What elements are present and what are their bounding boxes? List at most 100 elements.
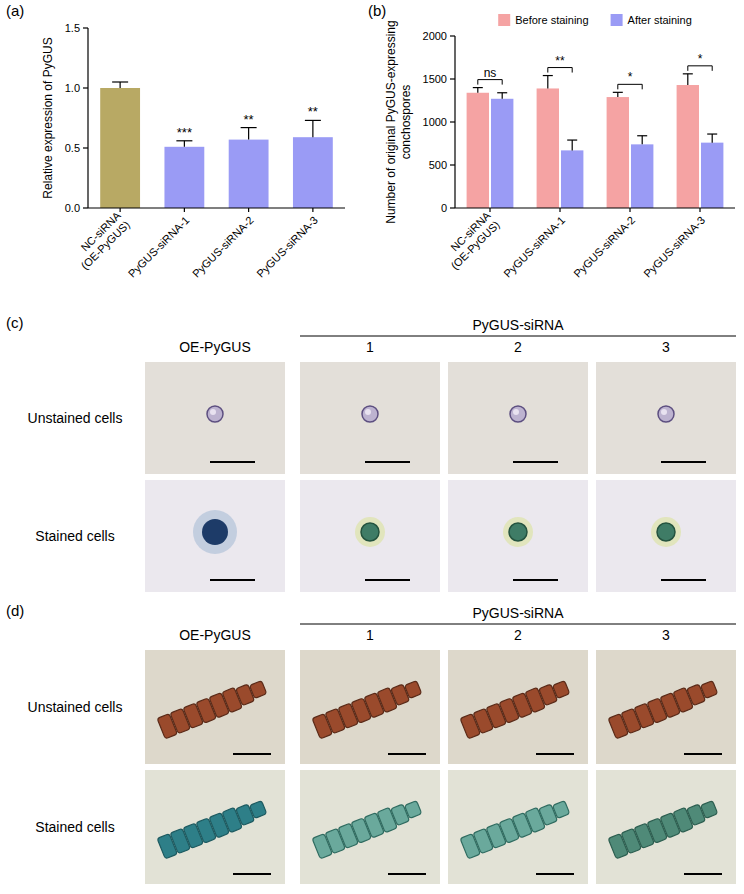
panel-label: (d): [6, 602, 24, 619]
y-axis-title: Number of original PyGUS-expressingconch…: [384, 20, 413, 223]
x-tick-label: NC-siRNA(OE-PyGUS): [439, 209, 502, 272]
legend-swatch: [498, 14, 510, 26]
row-label: Unstained cells: [28, 699, 123, 715]
y-tick-label: 500: [429, 159, 447, 171]
stain-halo: [651, 517, 681, 547]
micrograph-background: [145, 480, 285, 592]
micrograph: [448, 480, 588, 592]
filament: [312, 797, 423, 859]
filament: [157, 797, 268, 859]
group-header: PyGUS-siRNA: [472, 605, 564, 621]
error-cap: [613, 92, 623, 93]
x-tick: [312, 208, 313, 212]
filament-cell: [249, 681, 266, 699]
bar: [677, 85, 699, 208]
micrograph: [596, 480, 736, 592]
plot-area: [100, 82, 333, 208]
stain-halo: [193, 510, 237, 554]
significance-label: **: [308, 104, 318, 119]
conchospore: [362, 406, 378, 422]
text-line: PyGUS-siRNA-2: [190, 214, 256, 280]
column-header: OE-PyGUS: [179, 627, 251, 643]
micrograph: [596, 362, 736, 474]
column-header: 3: [662, 627, 670, 643]
legend: Before stainingAfter staining: [498, 14, 692, 26]
micrograph: [145, 362, 285, 474]
significance-label: *: [698, 52, 703, 66]
error-bar: [477, 88, 478, 93]
x-tick: [559, 208, 560, 212]
error-bar: [184, 141, 185, 147]
legend-swatch: [611, 14, 623, 26]
scale-bar: [210, 579, 255, 581]
column-header: 1: [366, 339, 374, 355]
scale-bar: [536, 873, 574, 875]
y-tick-label: 1500: [423, 73, 447, 85]
error-cap: [176, 140, 192, 141]
plot-area: [467, 74, 724, 208]
filament: [608, 677, 719, 739]
x-tick-label: PyGUS-siRNA-2: [571, 214, 637, 280]
error-bar: [502, 93, 503, 99]
y-tick: [83, 27, 88, 28]
micrograph: [596, 650, 736, 764]
group-header: PyGUS-siRNA: [472, 317, 564, 333]
column-header: 3: [662, 339, 670, 355]
filament: [157, 677, 268, 739]
scale-bar: [365, 579, 410, 581]
conchospore-highlight: [365, 409, 371, 415]
x-axis: [455, 207, 735, 208]
x-tick-label: PyGUS-siRNA-2: [190, 214, 256, 280]
x-tick: [699, 208, 700, 212]
error-bar: [120, 82, 121, 88]
micrograph-background: [448, 770, 588, 884]
row-label: Stained cells: [35, 528, 114, 544]
error-cap: [473, 87, 483, 88]
x-axis: [88, 207, 345, 208]
y-tick-label: 0: [441, 202, 447, 214]
filament: [312, 677, 423, 739]
filament-cell: [552, 681, 569, 699]
significance-label: *: [628, 70, 633, 84]
scale-bar: [388, 873, 426, 875]
text-line: PyGUS-siRNA-1: [501, 214, 567, 280]
micrograph-background: [145, 362, 285, 474]
conchospore: [509, 523, 527, 541]
bar: [164, 147, 204, 208]
conchospore-highlight: [661, 409, 667, 415]
filament-cell: [404, 681, 421, 699]
micrograph: [448, 650, 588, 764]
micrograph-background: [448, 480, 588, 592]
group-header-line: [300, 624, 736, 625]
y-tick: [83, 147, 88, 148]
bar: [100, 88, 140, 208]
y-tick: [83, 207, 88, 208]
conchospore: [202, 519, 228, 545]
scale-bar: [388, 753, 426, 755]
stain-halo: [355, 517, 385, 547]
micrograph-background: [300, 650, 440, 764]
significance-bracket: [688, 66, 712, 71]
micrograph: [300, 362, 440, 474]
conchospore: [657, 523, 675, 541]
micrograph-background: [596, 770, 736, 884]
scale-bar: [513, 579, 558, 581]
micrograph: [300, 770, 440, 884]
error-cap: [305, 120, 321, 121]
conchospore-highlight: [513, 409, 519, 415]
y-tick: [450, 207, 455, 208]
text-line: PyGUS-siRNA-2: [571, 214, 637, 280]
error-cap: [637, 135, 647, 136]
filament-cell: [700, 801, 717, 819]
group-header-line: [300, 336, 736, 337]
row-label: Unstained cells: [28, 410, 123, 426]
error-cap: [543, 75, 553, 76]
conchospore-highlight: [210, 409, 216, 415]
x-tick: [489, 208, 490, 212]
y-tick: [450, 35, 455, 36]
micrograph-background: [448, 362, 588, 474]
legend-label: After staining: [628, 14, 692, 26]
figure: (a)0.00.51.01.5NC-siRNA(OE-PyGUS)PyGUS-s…: [0, 0, 744, 894]
text-line: PyGUS-siRNA-3: [641, 214, 707, 280]
scale-bar: [684, 873, 722, 875]
